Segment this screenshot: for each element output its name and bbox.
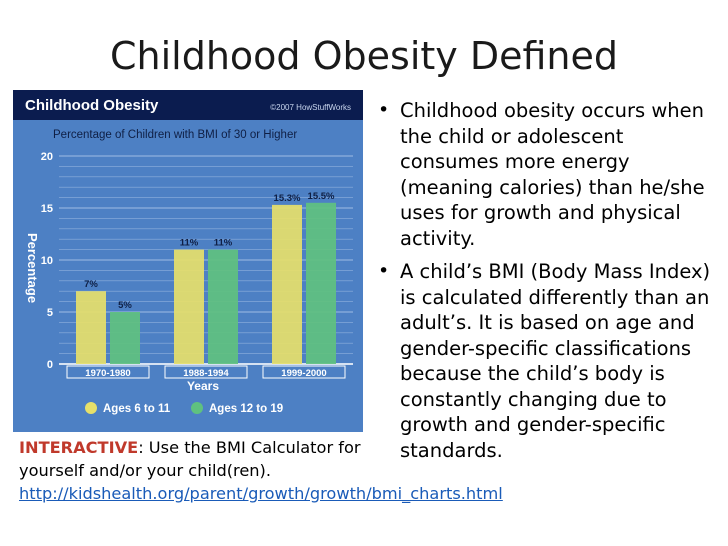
chart-svg: Childhood Obesity ©2007 HowStuffWorks Pe… bbox=[13, 90, 363, 432]
slide-title: Childhood Obesity Defined bbox=[109, 34, 619, 78]
category-label: 1988-1994 bbox=[183, 368, 229, 379]
bmi-calculator-link[interactable]: http://kidshealth.org/parent/growth/grow… bbox=[19, 484, 503, 503]
category-box bbox=[164, 365, 248, 379]
chart-header-bar bbox=[13, 90, 363, 120]
category-labels: 1970-1980 1988-1994 1999-2000 bbox=[66, 365, 346, 379]
chart-title: Childhood Obesity bbox=[25, 97, 159, 114]
bullet-item: • A child’s BMI (Body Mass Index) is calc… bbox=[368, 259, 718, 463]
bullet-text: Childhood obesity occurs when the child … bbox=[400, 99, 705, 250]
y-tick-label: 0 bbox=[47, 359, 53, 371]
bar-marks: 7% 5% 11% 11% 15.3% 15.5% bbox=[76, 191, 336, 364]
x-axis-label: Years bbox=[187, 379, 219, 393]
category-label: 1970-1980 bbox=[85, 368, 130, 379]
bar bbox=[208, 249, 238, 364]
legend-swatch bbox=[85, 402, 97, 414]
bar bbox=[110, 312, 140, 364]
y-tick-label: 10 bbox=[41, 255, 53, 267]
data-label: 7% bbox=[84, 279, 98, 290]
bullet-text: A child’s BMI (Body Mass Index) is calcu… bbox=[400, 260, 711, 462]
y-tick-label: 20 bbox=[41, 151, 53, 163]
bullet-item: • Childhood obesity occurs when the child… bbox=[368, 98, 718, 251]
y-tick-labels: 0 5 10 15 20 bbox=[41, 151, 53, 371]
data-label: 15.5% bbox=[308, 191, 335, 202]
bar bbox=[174, 249, 204, 364]
bullet-list: • Childhood obesity occurs when the child… bbox=[368, 98, 718, 471]
category-box bbox=[66, 365, 150, 379]
category-box bbox=[262, 365, 346, 379]
y-axis-label: Percentage bbox=[25, 233, 40, 303]
bar bbox=[272, 204, 302, 364]
y-tick-label: 15 bbox=[41, 203, 53, 215]
legend-label: Ages 6 to 11 bbox=[103, 403, 171, 415]
bullet-dot-icon: • bbox=[378, 260, 390, 282]
interactive-text: : Use the BMI Calculator for yourself an… bbox=[19, 438, 361, 480]
interactive-note: INTERACTIVE: Use the BMI Calculator for … bbox=[19, 436, 503, 505]
y-tick-label: 5 bbox=[47, 307, 53, 319]
data-label: 15.3% bbox=[274, 193, 301, 204]
interactive-keyword: INTERACTIVE bbox=[19, 438, 139, 457]
data-label: 11% bbox=[214, 238, 233, 249]
category-label: 1999-2000 bbox=[281, 368, 326, 379]
grid-lines bbox=[59, 155, 353, 365]
bar bbox=[76, 291, 106, 364]
data-label: 11% bbox=[180, 238, 199, 249]
chart-legend: Ages 6 to 11 Ages 12 to 19 bbox=[85, 402, 283, 415]
legend-swatch bbox=[191, 402, 203, 414]
obesity-chart: Childhood Obesity ©2007 HowStuffWorks Pe… bbox=[13, 90, 363, 432]
chart-subtitle: Percentage of Children with BMI of 30 or… bbox=[53, 129, 297, 141]
bar bbox=[306, 202, 336, 364]
legend-label: Ages 12 to 19 bbox=[209, 403, 283, 415]
bullet-dot-icon: • bbox=[378, 99, 390, 121]
data-label: 5% bbox=[118, 300, 132, 311]
chart-credit: ©2007 HowStuffWorks bbox=[270, 103, 351, 112]
